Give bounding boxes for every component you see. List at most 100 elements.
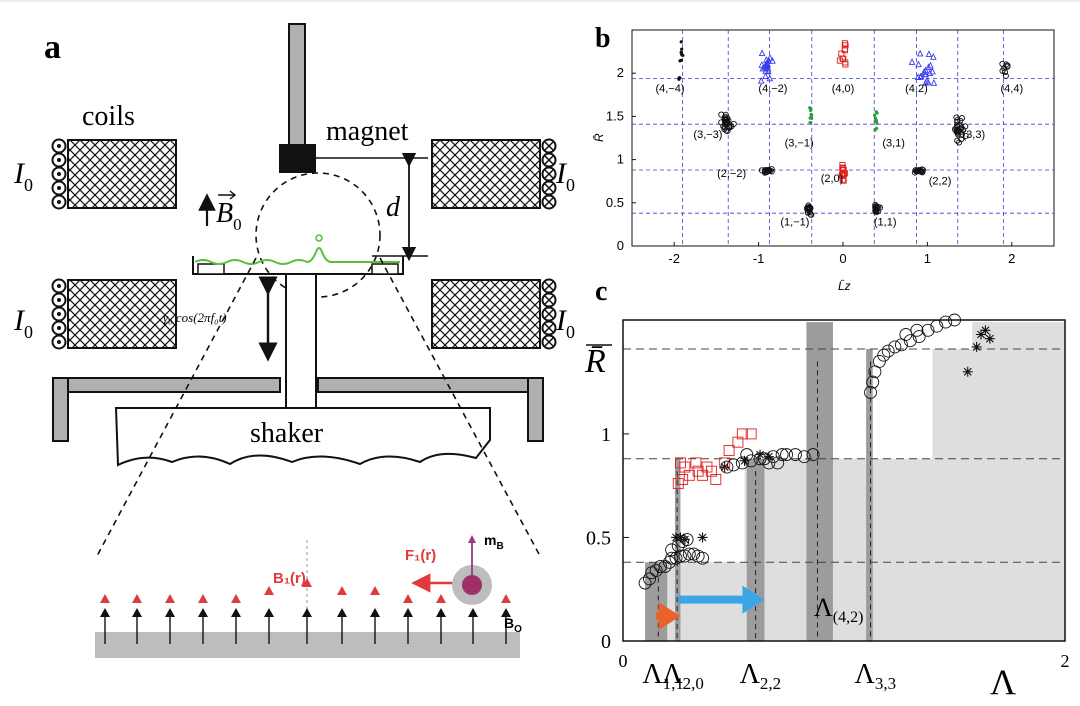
- c-point: [679, 461, 691, 473]
- b-point: [765, 167, 772, 174]
- b-point: [916, 49, 924, 57]
- b-point: [1002, 72, 1009, 79]
- c-lambda-label: Λ1,1: [642, 659, 684, 693]
- c-point: [976, 329, 987, 340]
- b-point: [763, 167, 770, 174]
- c-point: [727, 458, 740, 472]
- b-point: [721, 115, 728, 122]
- b-point: [962, 132, 969, 139]
- c-lambda-label: Λ2,0: [662, 659, 704, 693]
- b-xtick-label: 2: [1008, 251, 1015, 266]
- current-label-bl: I0: [13, 304, 33, 342]
- b-ytick-label: 2: [617, 65, 624, 80]
- b-point: [921, 70, 929, 78]
- b-point: [677, 77, 681, 81]
- c-point: [757, 452, 771, 466]
- c-point: [910, 323, 924, 337]
- particle: [462, 575, 482, 595]
- b-point: [873, 208, 880, 215]
- magnet-block: [279, 144, 316, 173]
- b-state-label: (2,0): [821, 173, 844, 185]
- b1-arrow-head: [198, 594, 208, 603]
- b-state-label: (3,−3): [693, 129, 722, 141]
- c-point: [739, 455, 750, 466]
- c-point: [732, 436, 744, 448]
- b-state-label: (1,−1): [780, 216, 809, 228]
- c-point: [719, 462, 730, 473]
- f1-label: F₁(r): [405, 547, 436, 564]
- c-point: [672, 478, 684, 490]
- c-xtick-label: 0: [619, 651, 628, 671]
- coil-bottom-right: [431, 278, 557, 350]
- b-point: [915, 60, 922, 68]
- b-point: [925, 50, 933, 57]
- c-point: [665, 551, 679, 565]
- b-point: [841, 40, 848, 47]
- c-point: [696, 551, 710, 565]
- panel-a: a magnet d coils: [13, 23, 575, 658]
- c-point: [745, 428, 757, 440]
- b-point: [954, 131, 962, 138]
- b-point: [954, 123, 961, 130]
- b-state-label: (4,2): [905, 83, 928, 95]
- c-point: [735, 456, 749, 470]
- b-state-label: (4,0): [832, 83, 855, 95]
- b-point: [918, 168, 925, 175]
- coil-top-left: [51, 138, 177, 210]
- c-point: [638, 576, 652, 590]
- c-ytick-label: 0.5: [586, 527, 611, 549]
- c-point: [771, 456, 785, 470]
- c-point: [697, 469, 709, 481]
- b-point: [842, 61, 849, 68]
- b-point: [954, 118, 961, 125]
- b-point: [953, 114, 960, 121]
- b0-arrow-head: [370, 608, 380, 617]
- b-point: [758, 49, 766, 56]
- b0-arrow-head: [165, 608, 175, 617]
- b-xtick-label: -2: [668, 251, 680, 266]
- droplet-marker: [315, 234, 323, 242]
- b-point: [806, 203, 813, 211]
- b-point: [840, 55, 847, 62]
- panel-c: c 0 2 0 0.5 1 Λ1,1Λ2,0 Λ2,2 Λ3,3 Λ(4,2) Λ R̄: [584, 276, 1070, 702]
- c-point: [797, 450, 811, 464]
- b-point: [908, 58, 916, 65]
- b1-arrow-head: [231, 594, 241, 603]
- b0-arrow-head: [501, 608, 511, 617]
- b-point: [875, 111, 879, 115]
- b-state-label: (2,−2): [717, 168, 746, 180]
- panel-b: b (4,−4) (4,−2) (4,0) (4,2) (4,4) (3,−3) (3,−1…: [592, 23, 1055, 293]
- b-point: [808, 121, 812, 125]
- b-point: [923, 76, 931, 84]
- b1-arrow-head: [403, 594, 413, 603]
- c-point: [697, 532, 708, 543]
- b-point: [766, 74, 774, 82]
- zoom-detail: B₁(r) F₁(r) mB BO: [95, 532, 522, 658]
- c-point: [654, 559, 668, 573]
- c-point: [682, 547, 696, 561]
- b-point: [805, 202, 812, 209]
- c-point: [705, 465, 717, 477]
- c-point: [665, 543, 679, 557]
- b0-arrow-head: [100, 608, 110, 617]
- b-ytick-label: 0: [617, 238, 624, 253]
- b-point: [761, 62, 769, 70]
- b1-arrow-head: [436, 594, 446, 603]
- c-transition-arrow: [678, 585, 765, 614]
- c-point: [677, 474, 689, 485]
- b-point: [804, 209, 811, 216]
- c-ylabel: R̄: [584, 343, 606, 380]
- c-point: [864, 386, 877, 399]
- c-point: [912, 330, 926, 344]
- c-xlabel: Λ: [990, 662, 1016, 702]
- b-point: [757, 76, 765, 84]
- b-state-label: (4,−2): [758, 83, 787, 95]
- b1-arrow-head: [501, 594, 511, 603]
- b-point: [769, 57, 776, 64]
- current-label-tr: I0: [555, 157, 575, 195]
- b0-arrow-head: [132, 608, 142, 617]
- current-label-tl: I0: [13, 157, 33, 195]
- b-state-label: (1,1): [874, 216, 897, 228]
- c-point: [675, 457, 686, 469]
- b-point: [679, 40, 683, 44]
